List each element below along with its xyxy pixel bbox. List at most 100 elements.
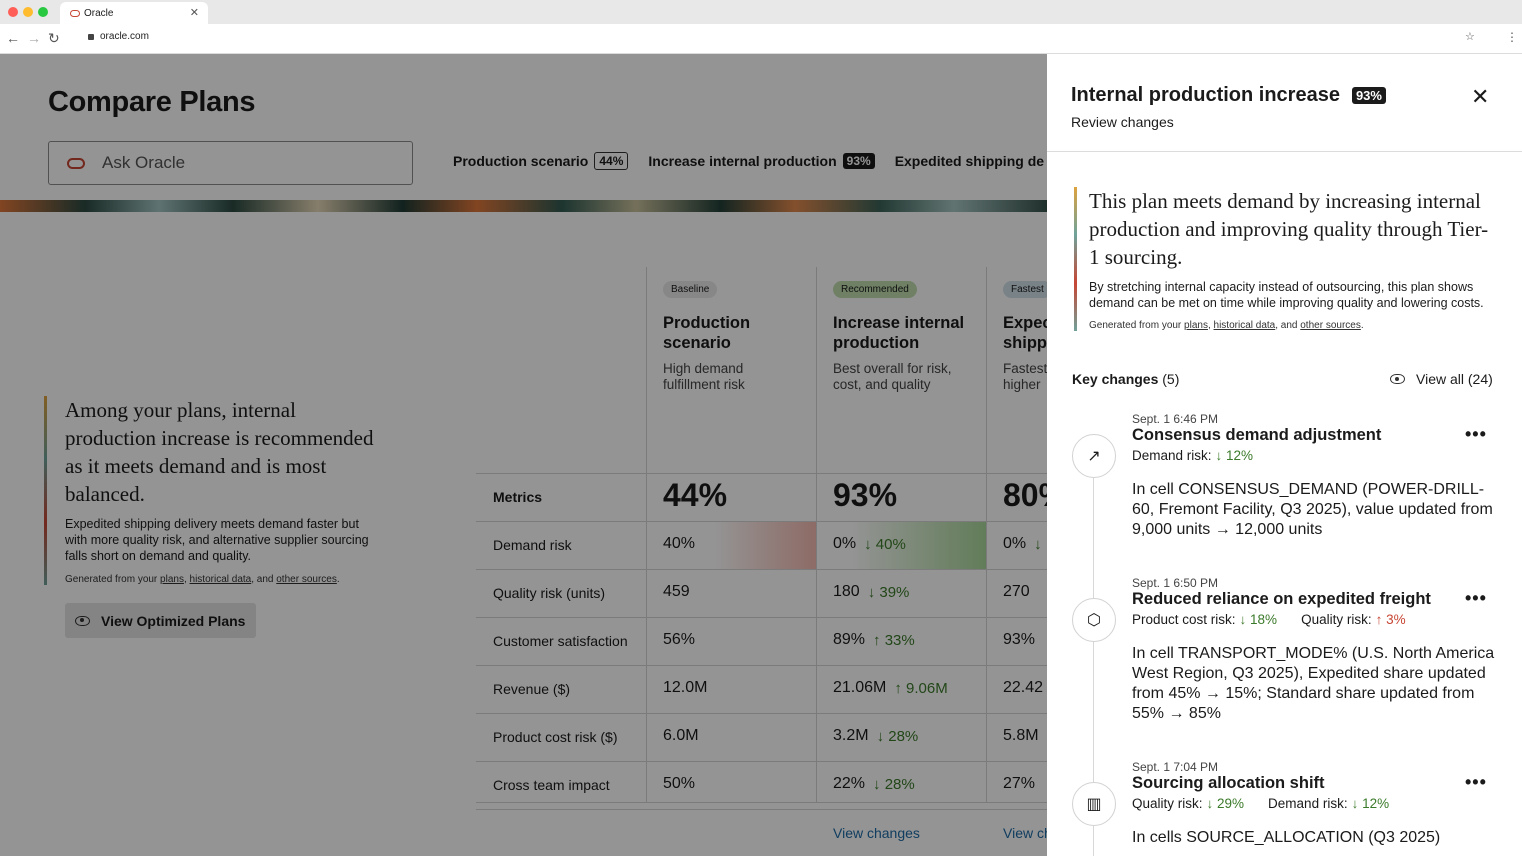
modal-overlay[interactable] xyxy=(0,54,1047,856)
view-changes-link[interactable]: View changes xyxy=(833,825,920,841)
plan-header-baseline[interactable]: Baseline Production scenario High demand f… xyxy=(663,279,813,393)
metric-value: 6.0M xyxy=(663,727,699,745)
chip-production-scenario[interactable]: Production scenario 44% xyxy=(453,152,629,170)
link-historical-data[interactable]: historical data xyxy=(1213,320,1276,331)
browser-tab[interactable]: Oracle ✕ xyxy=(60,2,208,24)
sources-and: , and xyxy=(251,574,274,585)
close-tab-icon[interactable]: ✕ xyxy=(189,7,199,19)
factory-icon: ▥ xyxy=(1072,782,1116,826)
link-historical-data[interactable]: historical data xyxy=(189,574,252,585)
value-text: 22.42 xyxy=(1003,679,1044,696)
value-text: 56% xyxy=(663,631,696,648)
eye-icon xyxy=(1390,374,1405,384)
link-other-sources[interactable]: other sources xyxy=(276,574,337,585)
event-description: In cell TRANSPORT_MODE% (U.S. North Amer… xyxy=(1132,645,1495,722)
close-icon[interactable]: ✕ xyxy=(1471,84,1490,109)
risk-value: ↓ 12% xyxy=(1351,796,1390,811)
browser-menu-icon[interactable]: ⋮ xyxy=(1506,30,1518,44)
metric-value: 3.2M ↓ 28% xyxy=(833,727,918,745)
risk-item: Quality risk: ↑ 3% xyxy=(1301,612,1418,627)
summary-body: Expedited shipping delivery meets demand… xyxy=(65,517,369,563)
link-plans[interactable]: plans xyxy=(160,574,184,585)
value-text: 0% xyxy=(833,535,857,552)
metrics-label: Metrics xyxy=(493,489,543,505)
chip-label: Production scenario xyxy=(453,153,589,169)
metric-value: 93% xyxy=(1003,631,1073,649)
metric-label: Quality risk (units) xyxy=(493,585,606,601)
tab-title: Oracle xyxy=(84,7,114,19)
nav-row: ← → ↻ oracle.com ☆ ⋮ xyxy=(0,24,1522,54)
more-options-icon[interactable]: ••• xyxy=(1465,772,1487,792)
event-title: Reduced reliance on expedited freight xyxy=(1132,590,1431,608)
plan-sub-line1: Fastest xyxy=(1003,361,1048,376)
browser-chrome: Oracle ✕ ← → ↻ oracle.com ☆ ⋮ xyxy=(0,0,1522,54)
more-options-icon[interactable]: ••• xyxy=(1465,588,1487,608)
event-risks: Demand risk: ↓ 12% xyxy=(1132,448,1277,463)
link-plans[interactable]: plans xyxy=(1184,320,1208,331)
close-window-button[interactable] xyxy=(8,7,18,17)
plan-header-recommended[interactable]: Recommended Increase internal production … xyxy=(833,279,993,393)
metric-value: 40% xyxy=(663,535,695,553)
forward-icon[interactable]: → xyxy=(27,30,41,46)
plan-header-fastest[interactable]: Fastest Expec shippi Fastest higher xyxy=(1003,279,1073,393)
lock-icon xyxy=(88,33,94,40)
metric-value: 459 xyxy=(663,583,690,601)
ask-oracle-input[interactable]: Ask Oracle xyxy=(48,141,413,185)
oracle-logo-icon xyxy=(67,157,85,169)
metric-value: 22% ↓ 28% xyxy=(833,775,915,793)
delta-text: ↓ 28% xyxy=(876,727,919,745)
risk-value: ↑ 3% xyxy=(1375,612,1406,627)
event-title: Consensus demand adjustment xyxy=(1132,426,1382,444)
metric-label: Cross team impact xyxy=(493,777,610,793)
plan-sub-line1: High demand xyxy=(663,361,744,376)
plan-title-line2: shippi xyxy=(1003,334,1052,352)
plan-sub-line2: fulfillment risk xyxy=(663,377,745,392)
bookmark-star-icon[interactable]: ☆ xyxy=(1465,31,1475,43)
chip-expedited-shipping[interactable]: Expedited shipping de xyxy=(895,153,1044,169)
metric-value: 5.8M xyxy=(1003,727,1073,745)
box-icon: ⬡ xyxy=(1072,598,1116,642)
reload-icon[interactable]: ↻ xyxy=(48,30,60,46)
eye-icon xyxy=(75,615,90,626)
risk-label: Quality risk: xyxy=(1132,796,1203,811)
maximize-window-button[interactable] xyxy=(38,7,48,17)
risk-item: Demand risk: ↓ 12% xyxy=(1132,448,1265,463)
event-risks: Quality risk: ↓ 29% Demand risk: ↓ 12% xyxy=(1132,796,1413,811)
link-other-sources[interactable]: other sources xyxy=(1300,320,1361,331)
panel-sources: Generated from your plans, historical da… xyxy=(1089,320,1364,331)
value-text: 12.0M xyxy=(663,679,708,696)
plan-title-line1: Production xyxy=(663,314,751,332)
metric-value: 27% xyxy=(1003,775,1073,793)
metric-value: 21.06M ↑ 9.06M xyxy=(833,679,948,697)
view-all-button[interactable]: View all (24) xyxy=(1390,371,1493,387)
metric-value: 22.42 xyxy=(1003,679,1073,697)
value-text: 3.2M xyxy=(833,727,869,744)
plan-title-line1: Increase internal xyxy=(833,314,965,332)
event-time: Sept. 1 6:50 PM xyxy=(1132,576,1219,590)
plan-badge: Baseline xyxy=(663,281,718,298)
risk-label: Quality risk: xyxy=(1301,612,1372,627)
chip-label: Increase internal production xyxy=(648,153,837,169)
risk-label: Product cost risk: xyxy=(1132,612,1236,627)
view-optimized-plans-button[interactable]: View Optimized Plans xyxy=(65,603,256,638)
sources-prefix: Generated from your xyxy=(1089,320,1182,331)
more-options-icon[interactable]: ••• xyxy=(1465,424,1487,444)
delta-text: ↑ 33% xyxy=(873,631,915,649)
value-text: 93% xyxy=(1003,631,1036,648)
value-text: 27% xyxy=(1003,775,1036,792)
minimize-window-button[interactable] xyxy=(23,7,33,17)
decorative-banner xyxy=(0,200,1060,212)
chip-increase-internal-production[interactable]: Increase internal production 93% xyxy=(648,153,875,169)
chip-label: Expedited shipping de xyxy=(894,153,1045,169)
panel-headline: This plan meets demand by increasing int… xyxy=(1089,189,1489,269)
trend-up-icon: ↗ xyxy=(1072,434,1116,478)
back-icon[interactable]: ← xyxy=(6,30,20,46)
key-changes-count: (5) xyxy=(1162,371,1180,387)
metric-value: 12.0M xyxy=(663,679,707,697)
view-changes-link-fastest[interactable]: View ch xyxy=(1003,825,1052,841)
plan-title-line2: scenario xyxy=(663,334,731,352)
address-bar[interactable]: oracle.com xyxy=(88,31,149,42)
chip-pct: 93% xyxy=(842,153,875,169)
value-text: 40% xyxy=(663,535,696,552)
summary-sources: Generated from your plans, historical da… xyxy=(65,574,340,585)
